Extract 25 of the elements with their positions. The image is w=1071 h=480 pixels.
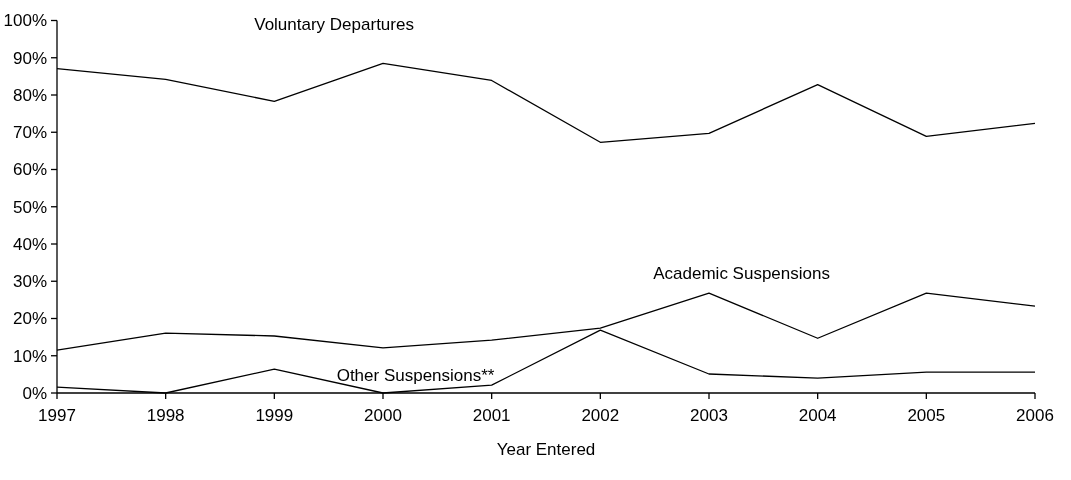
x-tick-label: 1998 (146, 406, 185, 425)
series-label: Academic Suspensions (653, 264, 830, 284)
series-label: Voluntary Departures (254, 14, 414, 34)
y-tick-label: 30% (12, 272, 47, 292)
x-tick-label: 2005 (907, 406, 946, 425)
y-tick-label: 80% (12, 85, 47, 105)
x-tick-label: 2001 (472, 406, 511, 425)
x-axis-title: Year Entered (496, 440, 596, 459)
x-tick-label: 2000 (364, 406, 402, 425)
x-tick-label: 2003 (690, 406, 728, 425)
y-tick-label: 0% (22, 383, 47, 403)
y-tick-label: 50% (12, 197, 47, 217)
x-tick-label: 2004 (798, 406, 837, 425)
y-tick-label: 70% (12, 123, 47, 143)
y-tick-label: 10% (12, 346, 47, 366)
x-tick-label: 2002 (581, 406, 620, 425)
series-label: Other Suspensions** (336, 366, 495, 386)
y-tick-label: 60% (12, 160, 47, 180)
x-tick-label: 1997 (38, 406, 76, 425)
y-tick-label: 20% (12, 309, 47, 329)
y-tick-label: 40% (12, 234, 47, 254)
x-tick-label: 2006 (1016, 406, 1054, 425)
y-tick-label: 100% (3, 11, 47, 31)
x-tick-label: 1999 (255, 406, 294, 425)
y-tick-label: 90% (12, 48, 47, 68)
